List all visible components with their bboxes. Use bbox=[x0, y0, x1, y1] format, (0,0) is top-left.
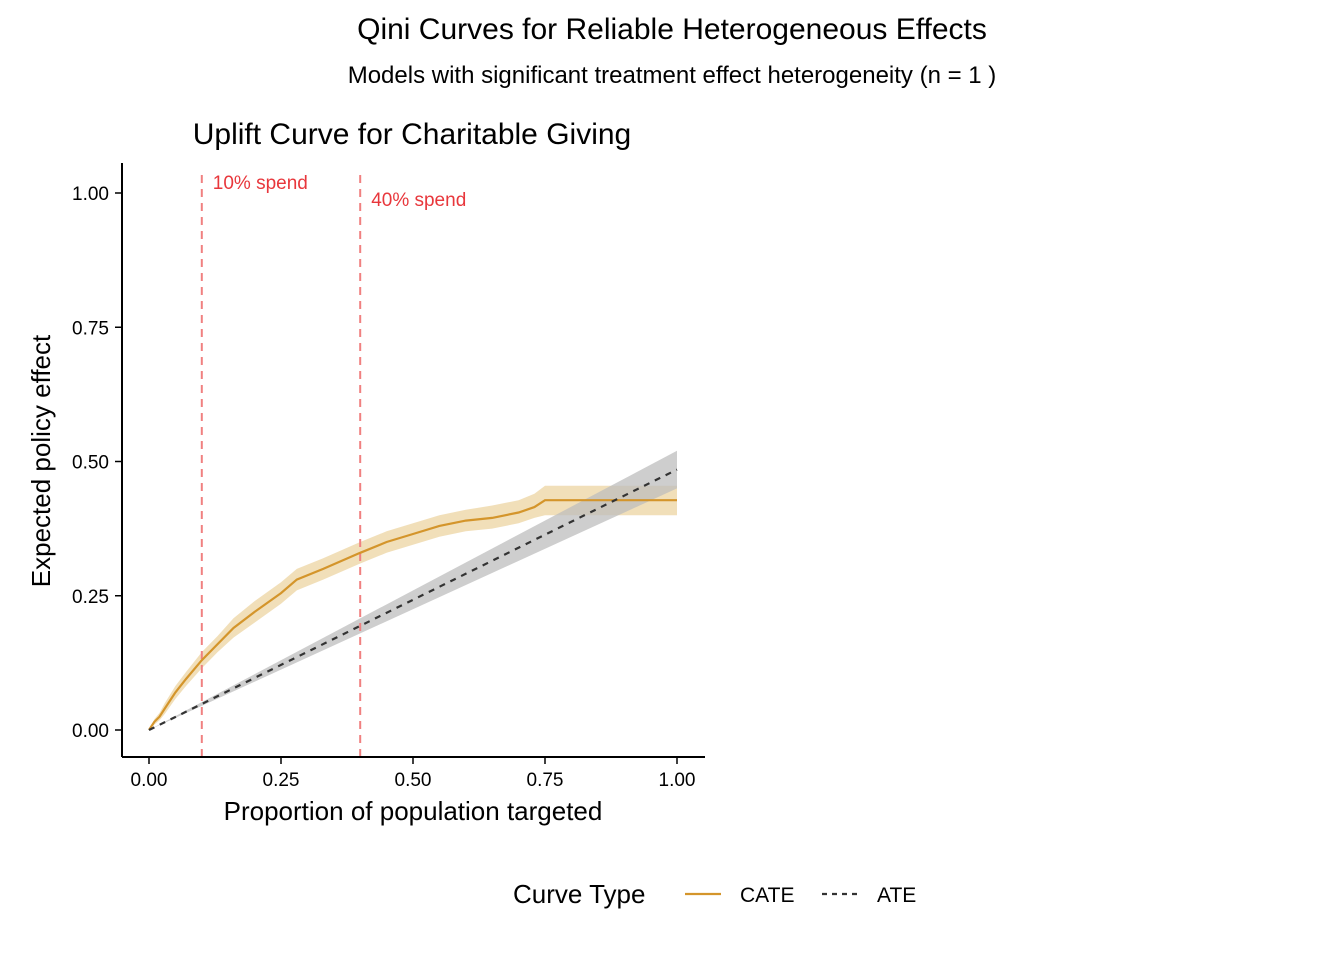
spend-reference-lines: 10% spend 40% spend bbox=[200, 173, 466, 757]
line-cate bbox=[148, 499, 677, 731]
x-tick-label: 0.00 bbox=[131, 770, 168, 791]
y-tick-label: 1.00 bbox=[72, 184, 109, 205]
y-tick-label: 0.00 bbox=[72, 721, 109, 742]
x-tick-label: 0.50 bbox=[395, 770, 432, 791]
x-axis-ticks: 0.00 0.25 0.50 0.75 1.00 bbox=[131, 757, 696, 791]
y-tick-label: 0.25 bbox=[72, 587, 109, 608]
vline-label-40-spend: 40% spend bbox=[371, 190, 466, 211]
legend-label-ate: ATE bbox=[877, 884, 916, 907]
y-tick-label: 0.75 bbox=[72, 318, 109, 339]
confidence-bands bbox=[149, 450, 677, 730]
plot-title: Uplift Curve for Charitable Giving bbox=[193, 118, 632, 151]
series-lines bbox=[148, 468, 678, 731]
figure-title: Qini Curves for Reliable Heterogeneous E… bbox=[357, 13, 987, 46]
x-axis-label: Proportion of population targeted bbox=[224, 796, 603, 826]
figure-subtitle: Models with significant treatment effect… bbox=[348, 62, 997, 89]
y-axis-label: Expected policy effect bbox=[26, 334, 56, 587]
x-tick-label: 0.75 bbox=[527, 770, 564, 791]
legend-title: Curve Type bbox=[513, 879, 645, 909]
legend-label-cate: CATE bbox=[740, 884, 794, 907]
vline-label-10-spend: 10% spend bbox=[213, 173, 308, 194]
x-tick-label: 1.00 bbox=[659, 770, 696, 791]
legend: Curve Type CATE ATE bbox=[513, 879, 916, 909]
y-axis-ticks: 0.00 0.25 0.50 0.75 1.00 bbox=[72, 184, 122, 742]
line-ate bbox=[148, 468, 678, 731]
band-ate bbox=[149, 450, 677, 730]
y-tick-label: 0.50 bbox=[72, 453, 109, 474]
x-tick-label: 0.25 bbox=[263, 770, 300, 791]
